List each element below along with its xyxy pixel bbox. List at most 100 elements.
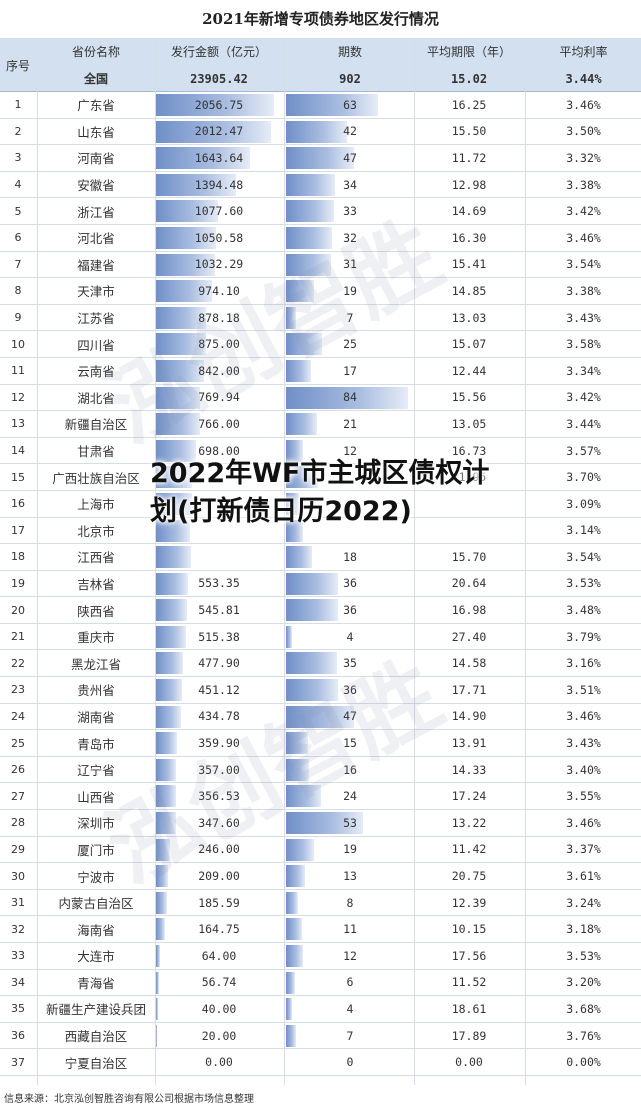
row-index: 27 xyxy=(11,789,25,803)
amount-bar xyxy=(156,918,166,941)
table-row: 15 广西壮族自治区 21.95 3.70% xyxy=(0,464,641,491)
row-amount: 1643.64 xyxy=(194,150,244,165)
row-term: 11.42 xyxy=(451,842,487,857)
row-term: 16.25 xyxy=(451,97,487,112)
row-province: 上海市 xyxy=(77,497,115,513)
count-bar xyxy=(286,758,310,781)
row-term: 17.24 xyxy=(451,789,487,804)
row-count: 24 xyxy=(343,789,357,804)
row-province: 重庆市 xyxy=(77,630,115,646)
row-amount: 1394.48 xyxy=(194,177,244,192)
table-row: 35 新疆生产建设兵团 40.00 4 18.61 3.68% xyxy=(0,996,641,1023)
row-count: 42 xyxy=(343,124,357,139)
row-province: 河北省 xyxy=(77,231,115,247)
total-amount: 23905.42 xyxy=(190,71,248,86)
table-row: 19 吉林省 553.35 36 20.64 3.53% xyxy=(0,571,641,598)
table-row: 13 新疆自治区 766.00 21 13.05 3.44% xyxy=(0,411,641,438)
row-term: 11.72 xyxy=(451,150,487,165)
row-index: 3 xyxy=(14,151,22,165)
row-province: 四川省 xyxy=(77,337,115,353)
row-amount: 356.53 xyxy=(198,789,240,804)
row-rate: 3.70% xyxy=(566,470,601,485)
row-count: 84 xyxy=(343,390,357,405)
row-province: 大连市 xyxy=(77,949,115,965)
row-province: 福建省 xyxy=(77,257,115,273)
row-province: 江西省 xyxy=(77,550,115,566)
row-amount: 56.74 xyxy=(201,975,237,990)
count-bar xyxy=(286,971,295,994)
row-province: 浙江省 xyxy=(77,204,115,220)
row-rate: 3.61% xyxy=(566,869,601,884)
row-rate: 3.37% xyxy=(566,842,601,857)
row-term: 12.44 xyxy=(451,363,487,378)
row-amount: 553.35 xyxy=(198,576,240,591)
row-term: 16.30 xyxy=(451,230,487,245)
table-row: 33 大连市 64.00 12 17.56 3.53% xyxy=(0,943,641,970)
row-index: 32 xyxy=(11,922,25,936)
row-term: 14.58 xyxy=(451,656,487,671)
count-bar xyxy=(286,865,305,888)
row-rate: 3.46% xyxy=(566,815,601,830)
row-amount: 2012.47 xyxy=(194,124,244,139)
count-bar xyxy=(286,679,339,702)
row-count: 19 xyxy=(343,842,357,857)
row-count: 6 xyxy=(346,975,354,990)
total-term: 15.02 xyxy=(450,71,488,86)
amount-bar xyxy=(156,812,176,835)
row-province: 吉林省 xyxy=(77,576,115,592)
table-row: 21 重庆市 515.38 4 27.40 3.79% xyxy=(0,624,641,651)
table-row: 29 厦门市 246.00 19 11.42 3.37% xyxy=(0,837,641,864)
amount-bar xyxy=(156,333,207,356)
row-amount: 515.38 xyxy=(198,629,240,644)
row-rate: 3.43% xyxy=(566,310,601,325)
amount-bar xyxy=(156,546,192,569)
row-index: 17 xyxy=(11,523,25,537)
table-row: 4 安徽省 1394.48 34 12.98 3.38% xyxy=(0,172,641,199)
row-count: 25 xyxy=(343,337,357,352)
row-rate: 3.58% xyxy=(566,337,601,352)
row-index: 6 xyxy=(14,231,22,245)
row-count: 36 xyxy=(343,603,357,618)
row-term: 13.05 xyxy=(451,416,487,431)
amount-bar xyxy=(156,519,191,542)
header-count: 期数 xyxy=(337,45,362,59)
source-note: 信息来源：北京泓创智胜咨询有限公司根据市场信息整理 xyxy=(4,1094,254,1105)
row-rate: 3.32% xyxy=(566,150,601,165)
amount-bar xyxy=(156,492,192,515)
row-index: 24 xyxy=(11,709,25,723)
row-rate: 3.34% xyxy=(566,363,601,378)
row-term: 27.40 xyxy=(451,629,487,644)
amount-bar xyxy=(156,386,201,409)
row-amount xyxy=(156,544,282,570)
table-row: 25 青岛市 359.90 15 13.91 3.43% xyxy=(0,730,641,757)
row-count: 4 xyxy=(346,1001,354,1016)
row-rate: 3.42% xyxy=(566,390,601,405)
table-row: 32 海南省 164.75 11 10.15 3.18% xyxy=(0,916,641,943)
row-province: 宁波市 xyxy=(77,869,115,885)
table-row: 24 湖南省 434.78 47 14.90 3.46% xyxy=(0,704,641,731)
header-term: 平均期限（年） xyxy=(426,45,511,59)
row-province: 湖北省 xyxy=(77,390,115,406)
row-amount: 164.75 xyxy=(198,922,240,937)
amount-bar xyxy=(156,652,184,675)
count-bar xyxy=(286,838,314,861)
row-count: 33 xyxy=(343,204,357,219)
row-rate: 3.44% xyxy=(566,416,601,431)
row-province: 山东省 xyxy=(77,124,115,140)
row-term: 15.50 xyxy=(451,124,487,139)
row-rate: 3.57% xyxy=(566,443,601,458)
row-rate: 3.46% xyxy=(566,230,601,245)
row-province: 新疆自治区 xyxy=(64,417,128,433)
table-row: 14 甘肃省 698.00 12 16.73 3.57% xyxy=(0,438,641,465)
row-amount: 0.00 xyxy=(205,1055,233,1070)
table-row: 22 黑龙江省 477.90 35 14.58 3.16% xyxy=(0,650,641,678)
row-amount: 434.78 xyxy=(198,709,240,724)
total-count: 902 xyxy=(339,71,361,86)
amount-bar xyxy=(156,280,212,303)
row-count: 0 xyxy=(346,1055,354,1070)
count-bar xyxy=(286,519,304,542)
row-term: 20.75 xyxy=(451,869,487,884)
amount-bar xyxy=(156,413,200,436)
row-province: 安徽省 xyxy=(77,178,115,194)
row-amount: 974.10 xyxy=(198,283,240,298)
